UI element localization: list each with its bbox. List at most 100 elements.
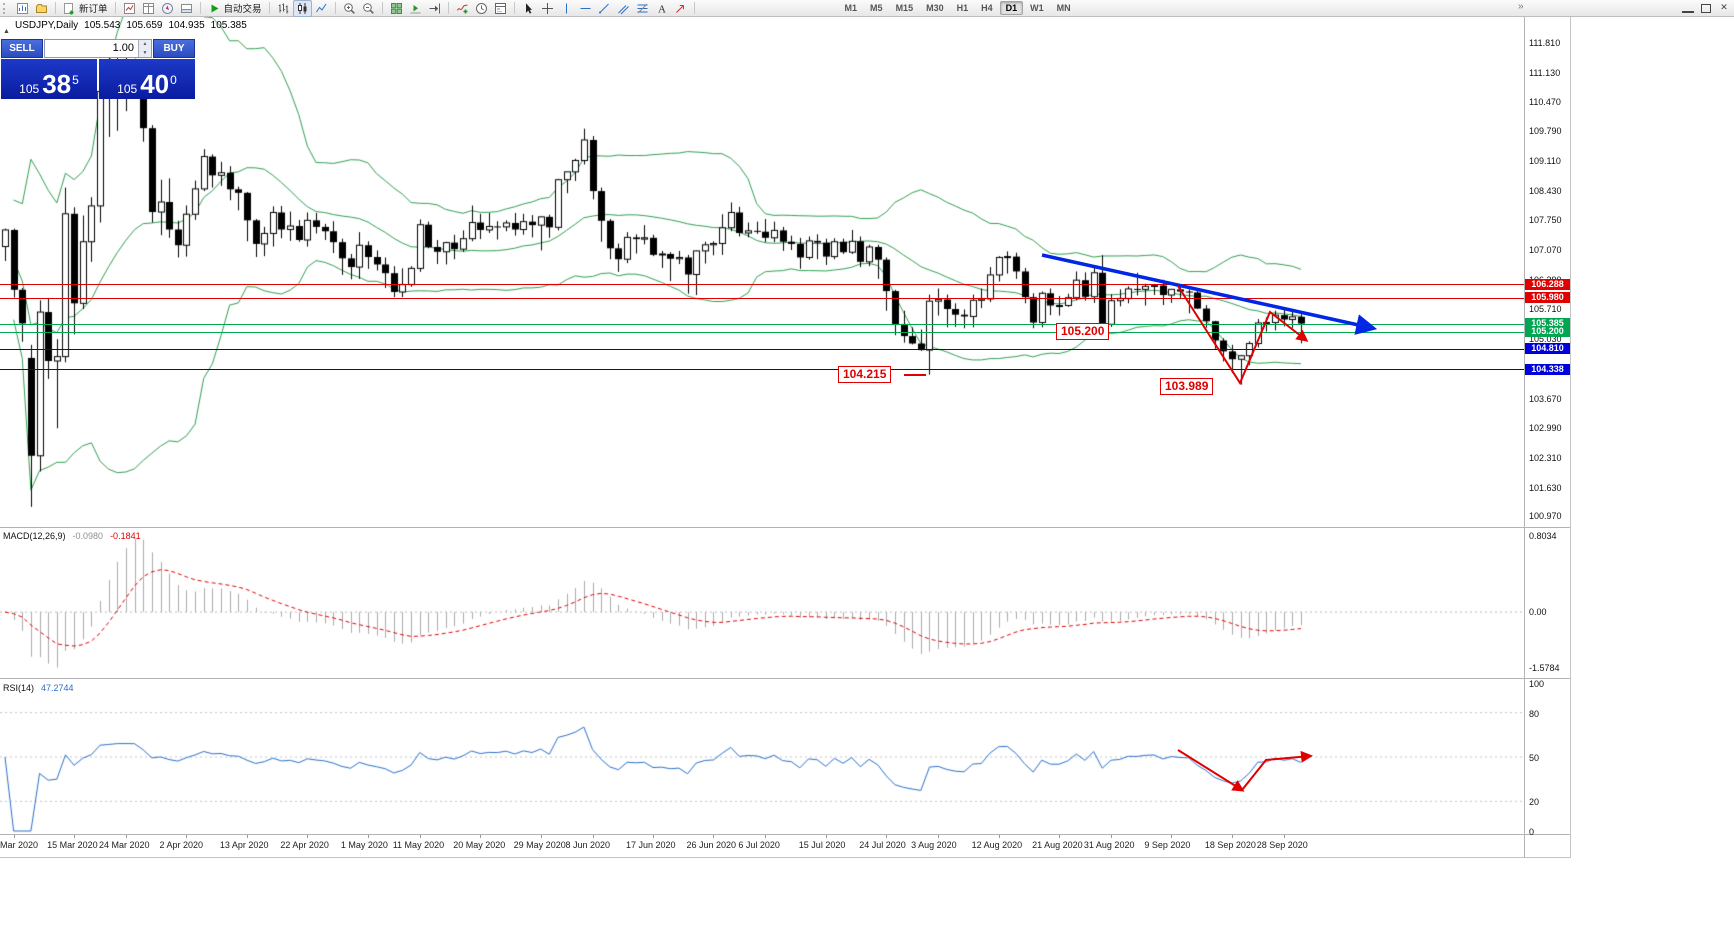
price-scale-label: 111.130 [1529, 67, 1561, 78]
price-annotation-label[interactable]: 104.215 [838, 366, 892, 383]
macd-pane-canvas[interactable] [0, 528, 1524, 678]
sell-button[interactable]: SELL [1, 39, 43, 58]
zoom-in-button[interactable] [340, 0, 359, 17]
timeframe-m30-button[interactable]: M30 [926, 3, 944, 13]
buy-price-button[interactable]: 105 40 0 [99, 59, 195, 99]
pane-separator[interactable] [0, 678, 1570, 679]
macd-scale-max: 0.8034 [1529, 531, 1557, 541]
date-tick [713, 835, 714, 838]
volume-stepper[interactable]: ▲ ▼ [138, 40, 151, 57]
timeframe-m5-button[interactable]: M5 [870, 3, 883, 13]
volume-value[interactable]: 1.00 [112, 42, 134, 54]
navigator-button[interactable] [158, 0, 177, 17]
horizontal-line-object[interactable] [0, 332, 1524, 333]
timeframe-w1-button[interactable]: W1 [1030, 3, 1044, 13]
fibonacci-button[interactable] [633, 0, 652, 17]
buy-button[interactable]: BUY [153, 39, 195, 58]
chart-low: 104.935 [168, 20, 205, 31]
sell-price-pips: 38 [42, 69, 72, 99]
arrows-tool-button[interactable] [671, 0, 690, 17]
date-label: 17 Jun 2020 [626, 840, 676, 850]
svg-text:A: A [658, 3, 666, 15]
date-label: 24 Jul 2020 [859, 840, 906, 850]
auto-scroll-button[interactable] [406, 0, 425, 17]
pane-separator[interactable] [0, 834, 1570, 835]
pane-separator[interactable] [0, 527, 1570, 528]
price-pane-canvas[interactable] [0, 17, 1524, 527]
trendline-button[interactable] [595, 0, 614, 17]
price-scale-label: 109.790 [1529, 126, 1562, 137]
timeframe-d1-button[interactable]: D1 [999, 1, 1024, 15]
market-watch-button[interactable] [120, 0, 139, 17]
chart-close: 105.385 [210, 20, 247, 31]
chart-profiles-button[interactable] [32, 0, 51, 17]
timeframe-m15-button[interactable]: M15 [895, 3, 914, 13]
date-tick [420, 835, 421, 838]
date-tick [247, 835, 248, 838]
text-button[interactable]: A [652, 0, 671, 17]
timeframe-m1-button[interactable]: M1 [844, 3, 858, 13]
date-tick [826, 835, 827, 838]
new-order-button[interactable]: 新订单 [60, 0, 111, 17]
rsi-name: RSI(14) [3, 683, 35, 693]
zoom-out-button[interactable] [359, 0, 378, 17]
price-scale-label: 101.630 [1529, 482, 1562, 493]
periods-button[interactable] [472, 0, 491, 17]
auto-trading-button[interactable]: 自动交易 [205, 0, 265, 17]
horizontal-line-object[interactable] [0, 349, 1524, 350]
horizontal-line-object[interactable] [0, 298, 1524, 299]
tile-windows-button[interactable] [387, 0, 406, 17]
timeframe-h4-button[interactable]: H4 [981, 3, 993, 13]
one-click-collapse-arrow[interactable]: ▲ [3, 28, 10, 35]
date-tick [14, 835, 15, 838]
date-label: 3 Aug 2020 [911, 840, 957, 850]
candlestick-chart-button[interactable] [292, 0, 312, 17]
crosshair-button[interactable] [538, 0, 557, 17]
price-scale-label: 102.310 [1529, 452, 1562, 463]
bar-chart-button[interactable] [274, 0, 293, 17]
timeframe-mn-button[interactable]: MN [1056, 3, 1071, 13]
horizontal-line-object[interactable] [0, 284, 1524, 285]
price-tag: 105.200 [1525, 326, 1570, 337]
chart-shift-button[interactable] [425, 0, 444, 17]
date-tick [480, 835, 481, 838]
volume-up-icon[interactable]: ▲ [139, 40, 151, 49]
date-label: 22 Apr 2020 [280, 840, 329, 850]
date-label: 13 Apr 2020 [219, 840, 269, 850]
minimize-button[interactable] [1682, 2, 1694, 13]
horizontal-line-object[interactable] [0, 324, 1524, 325]
line-chart-button[interactable] [312, 0, 331, 17]
sell-price-button[interactable]: 105 38 5 [1, 59, 97, 99]
horizontal-line-button[interactable] [576, 0, 595, 17]
rsi-scale-label: 0 [1529, 827, 1535, 837]
price-scale-label: 107.750 [1529, 215, 1562, 226]
cursor-button[interactable] [519, 0, 538, 17]
price-scale-label: 110.470 [1529, 96, 1561, 107]
volume-down-icon[interactable]: ▼ [139, 48, 151, 57]
price-annotation-label[interactable]: 105.200 [1056, 323, 1110, 340]
insert-indicators-button[interactable] [453, 0, 472, 17]
new-chart-button[interactable] [13, 0, 32, 17]
rsi-pane-canvas[interactable] [0, 679, 1524, 834]
close-button[interactable]: ✕ [1720, 2, 1728, 12]
volume-field[interactable]: 1.00 ▲ ▼ [44, 39, 152, 58]
data-window-button[interactable] [139, 0, 158, 17]
sell-price-base: 105 [19, 82, 40, 96]
equidistant-channel-button[interactable] [614, 0, 633, 17]
price-axis-line [1524, 17, 1525, 858]
timeframe-h1-button[interactable]: H1 [956, 3, 969, 13]
buy-price-point: 0 [170, 73, 177, 87]
toolbar-overflow-chevron[interactable]: » [1518, 1, 1524, 12]
date-tick [74, 835, 75, 838]
price-annotation-label[interactable]: 103.989 [1160, 378, 1214, 395]
rsi-scale-label: 50 [1529, 753, 1540, 763]
terminal-button[interactable] [177, 0, 196, 17]
date-label: 15 Jul 2020 [798, 840, 846, 850]
vertical-line-button[interactable] [557, 0, 576, 17]
restore-button[interactable] [1701, 3, 1711, 13]
macd-label-row: MACD(12,26,9) -0.0980 -0.1841 [3, 531, 141, 541]
date-label: 8 Jun 2020 [565, 840, 611, 850]
templates-button[interactable] [491, 0, 510, 17]
toolbar-grip[interactable] [3, 2, 9, 14]
horizontal-line-object[interactable] [0, 369, 1524, 370]
